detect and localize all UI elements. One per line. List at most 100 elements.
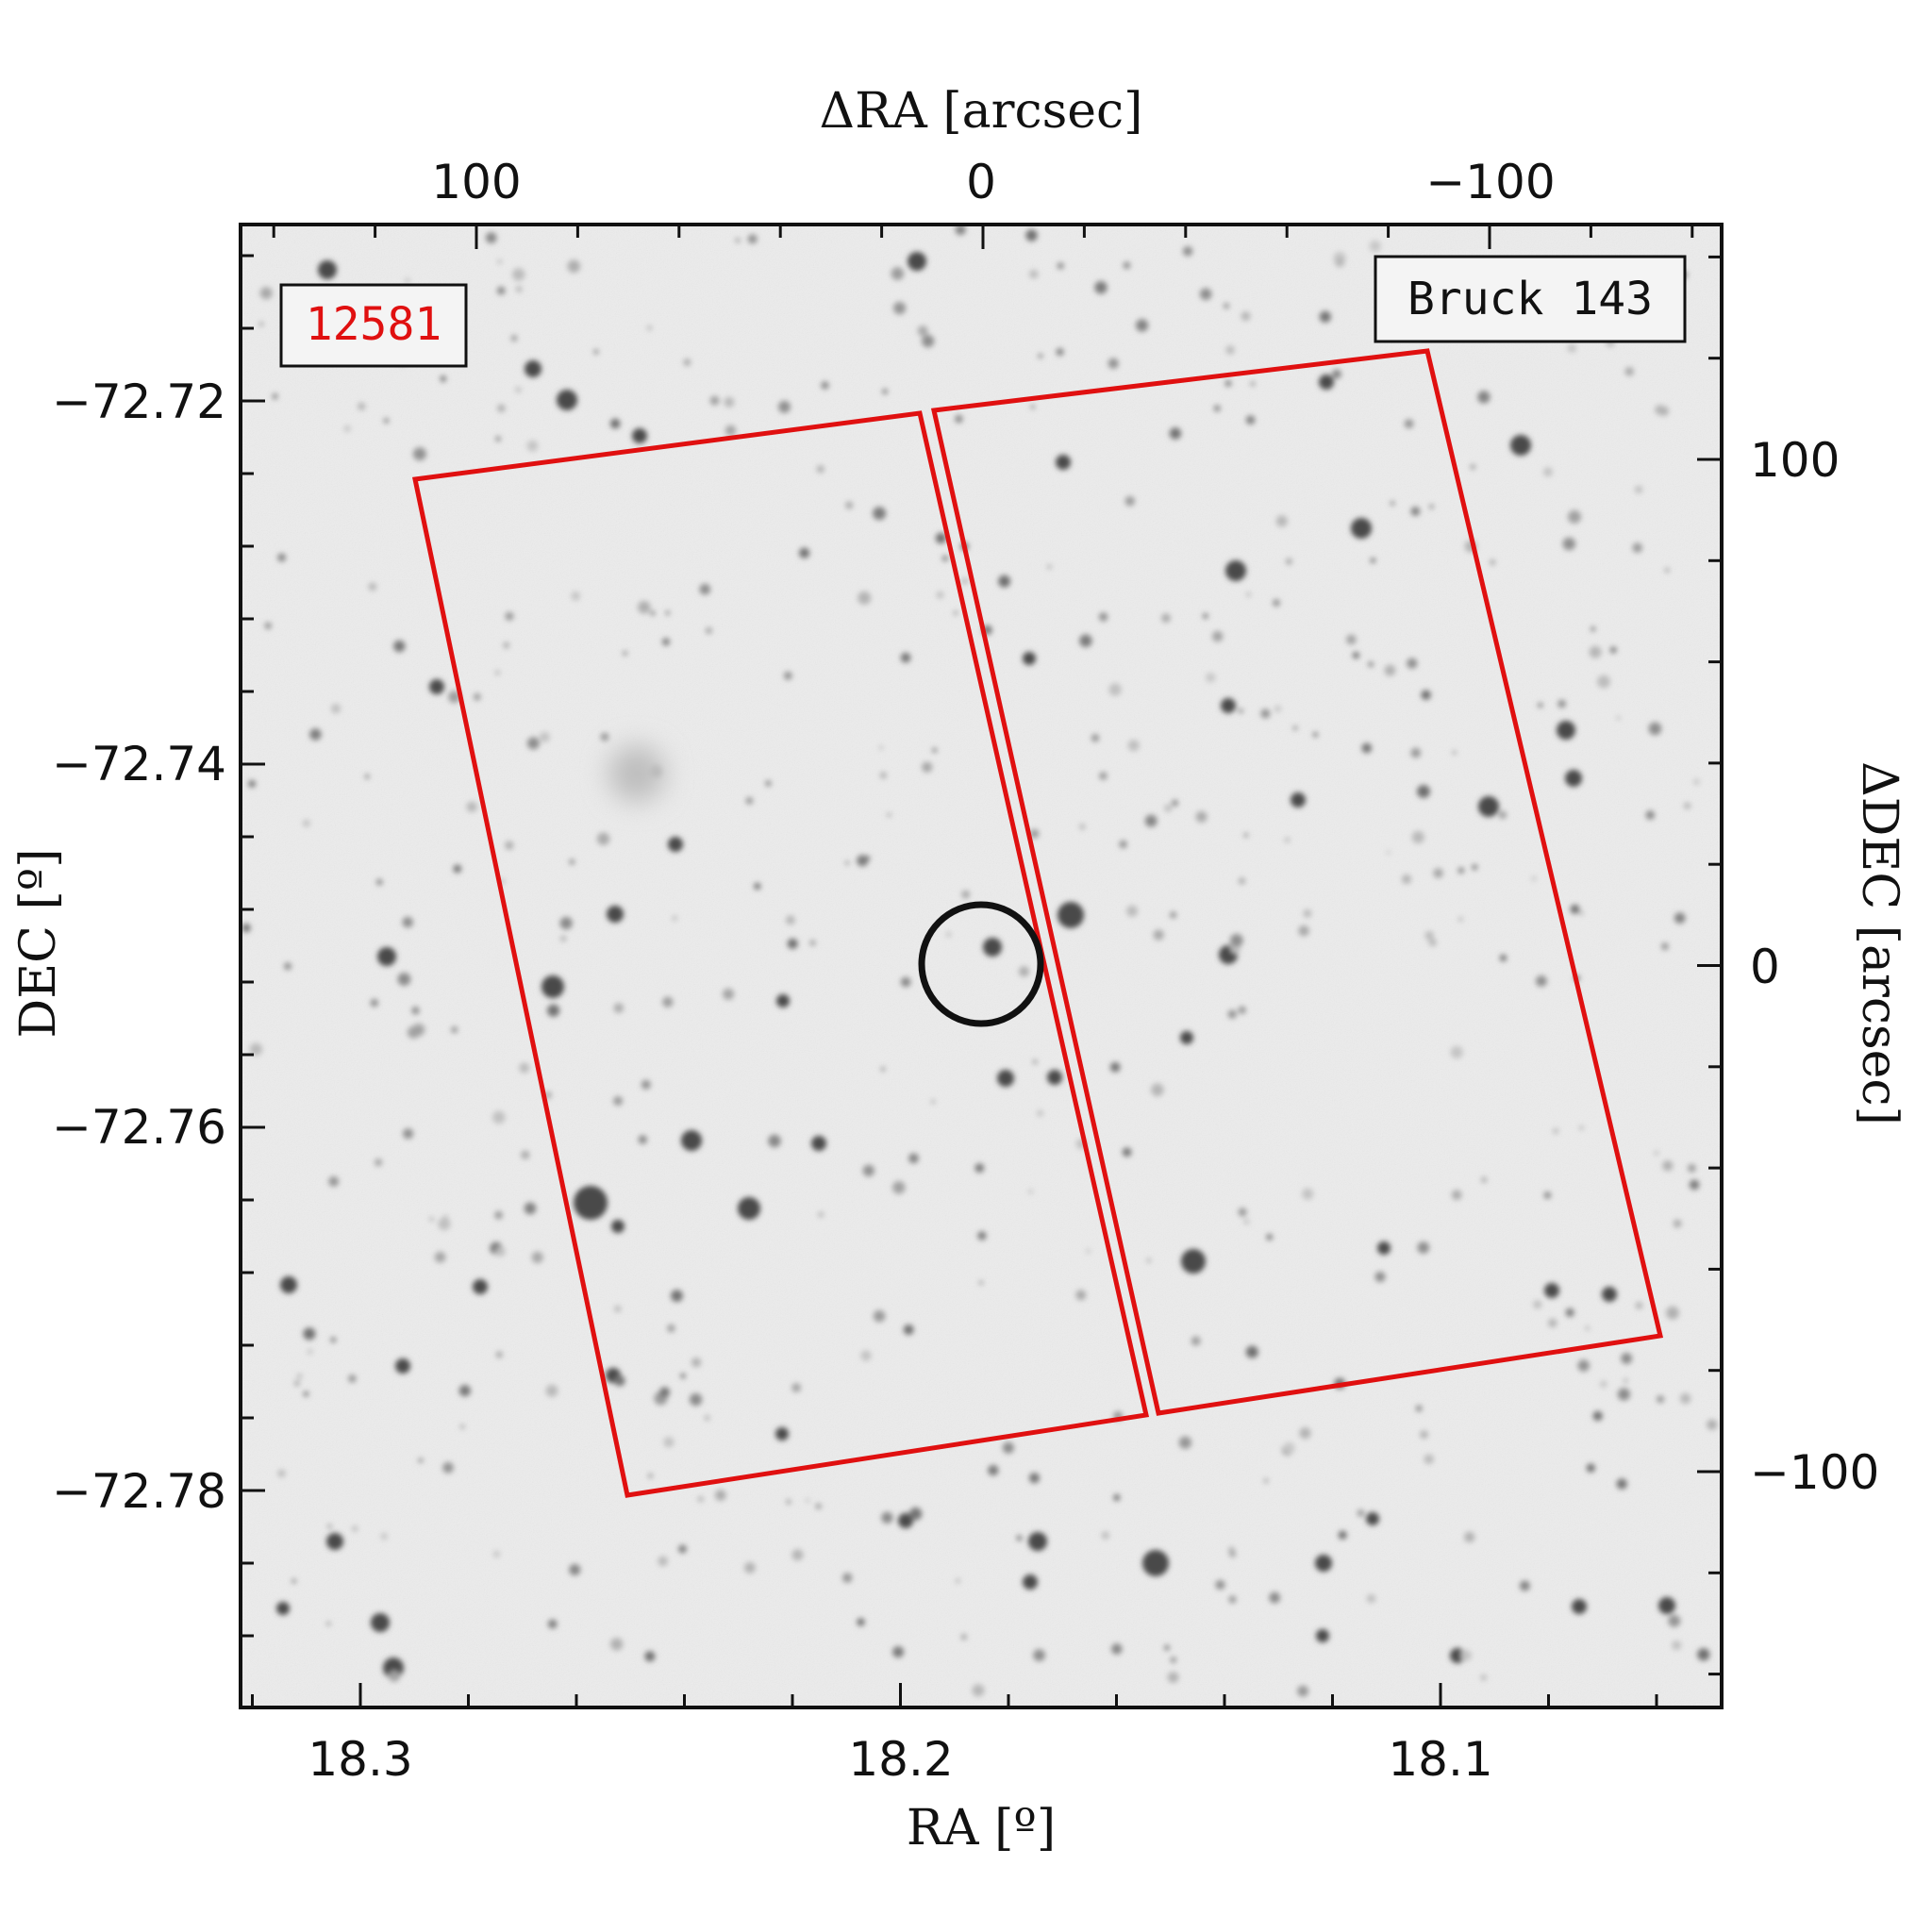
faint-star — [724, 425, 737, 437]
faint-star — [1635, 1302, 1643, 1309]
faint-star — [786, 915, 795, 925]
faint-star — [1520, 1580, 1530, 1591]
star — [1181, 1249, 1206, 1274]
faint-star — [1688, 1164, 1696, 1173]
faint-star — [1298, 925, 1309, 937]
star — [1478, 796, 1499, 817]
faint-star — [974, 1163, 985, 1173]
faint-star — [1266, 1234, 1274, 1241]
faint-star — [1273, 599, 1280, 607]
star — [1316, 1629, 1329, 1642]
faint-star — [1057, 262, 1064, 270]
faint-star — [328, 1176, 340, 1187]
faint-star — [955, 225, 966, 236]
faint-star — [1635, 485, 1643, 494]
star — [1658, 1597, 1675, 1614]
star — [632, 428, 647, 443]
faint-star — [908, 1507, 923, 1521]
dra-tick-label: 100 — [431, 155, 521, 209]
faint-star — [309, 728, 322, 741]
faint-star — [1451, 1190, 1462, 1200]
faint-star — [1303, 908, 1312, 918]
faint-star — [1299, 1427, 1311, 1440]
faint-star — [453, 864, 462, 874]
faint-star — [745, 797, 754, 805]
faint-star — [1215, 1579, 1225, 1591]
faint-star — [1238, 877, 1246, 885]
faint-star — [375, 1158, 383, 1167]
faint-star — [865, 856, 871, 861]
faint-star — [1480, 1674, 1487, 1681]
faint-star — [1245, 1345, 1258, 1358]
star — [371, 1613, 390, 1632]
faint-star — [1260, 708, 1271, 719]
faint-star — [860, 1350, 872, 1361]
faint-star — [1645, 810, 1656, 820]
faint-star — [1470, 464, 1476, 470]
faint-star — [492, 1110, 506, 1124]
faint-star — [1245, 415, 1256, 425]
faint-star — [1542, 467, 1553, 477]
faint-star — [858, 591, 872, 605]
dra-tick-label: 0 — [966, 155, 996, 209]
faint-star — [1191, 1336, 1201, 1346]
faint-star — [1585, 1325, 1590, 1331]
faint-star — [1366, 1593, 1376, 1604]
faint-star — [891, 267, 905, 280]
faint-star — [614, 1306, 622, 1312]
faint-star — [559, 917, 573, 930]
faint-star — [397, 973, 411, 986]
field-footprint-right — [930, 348, 1664, 1416]
faint-star — [1386, 850, 1391, 855]
faint-star — [1113, 1494, 1121, 1501]
star — [1315, 1555, 1332, 1572]
faint-star — [547, 1619, 558, 1629]
faint-star — [735, 238, 741, 243]
faint-star — [683, 358, 691, 366]
faint-star — [699, 583, 711, 595]
star — [611, 1220, 625, 1233]
faint-star — [1206, 673, 1216, 683]
faint-star — [1161, 613, 1171, 623]
ddec-tick-label: 100 — [1750, 433, 1840, 488]
star — [395, 1358, 410, 1374]
faint-star — [596, 832, 610, 845]
sky-noise — [241, 225, 1722, 1707]
faint-star — [1384, 664, 1396, 676]
faint-star — [998, 575, 1010, 588]
faint-star — [1477, 391, 1491, 404]
faint-star — [1002, 1441, 1014, 1454]
faint-star — [1632, 542, 1642, 553]
faint-star — [908, 1153, 919, 1164]
faint-star — [1302, 1188, 1314, 1200]
faint-star — [786, 1499, 791, 1505]
faint-star — [1243, 833, 1248, 838]
faint-star — [672, 915, 677, 922]
faint-star — [646, 325, 653, 331]
faint-star — [1557, 699, 1566, 708]
faint-star — [641, 1079, 651, 1090]
star — [429, 679, 444, 694]
faint-star — [1101, 1531, 1109, 1540]
faint-star — [1229, 1551, 1236, 1557]
faint-star — [878, 745, 884, 750]
star — [525, 360, 541, 377]
faint-star — [613, 1003, 624, 1013]
faint-star — [623, 651, 628, 656]
faint-star — [956, 1578, 960, 1583]
faint-star — [1533, 1300, 1542, 1309]
target-name-label: Bruck 143 — [1374, 255, 1687, 343]
faint-star — [862, 1164, 874, 1177]
star — [557, 390, 577, 410]
faint-star — [662, 996, 674, 1008]
star — [1510, 435, 1531, 456]
faint-star — [505, 841, 514, 850]
faint-star — [791, 1549, 804, 1561]
faint-star — [1195, 810, 1208, 823]
star — [1056, 455, 1071, 470]
faint-star — [1164, 1644, 1170, 1651]
faint-star — [1098, 612, 1108, 622]
faint-star — [1032, 1059, 1038, 1065]
faint-star — [1275, 515, 1288, 527]
diffuse-glow — [608, 745, 665, 802]
